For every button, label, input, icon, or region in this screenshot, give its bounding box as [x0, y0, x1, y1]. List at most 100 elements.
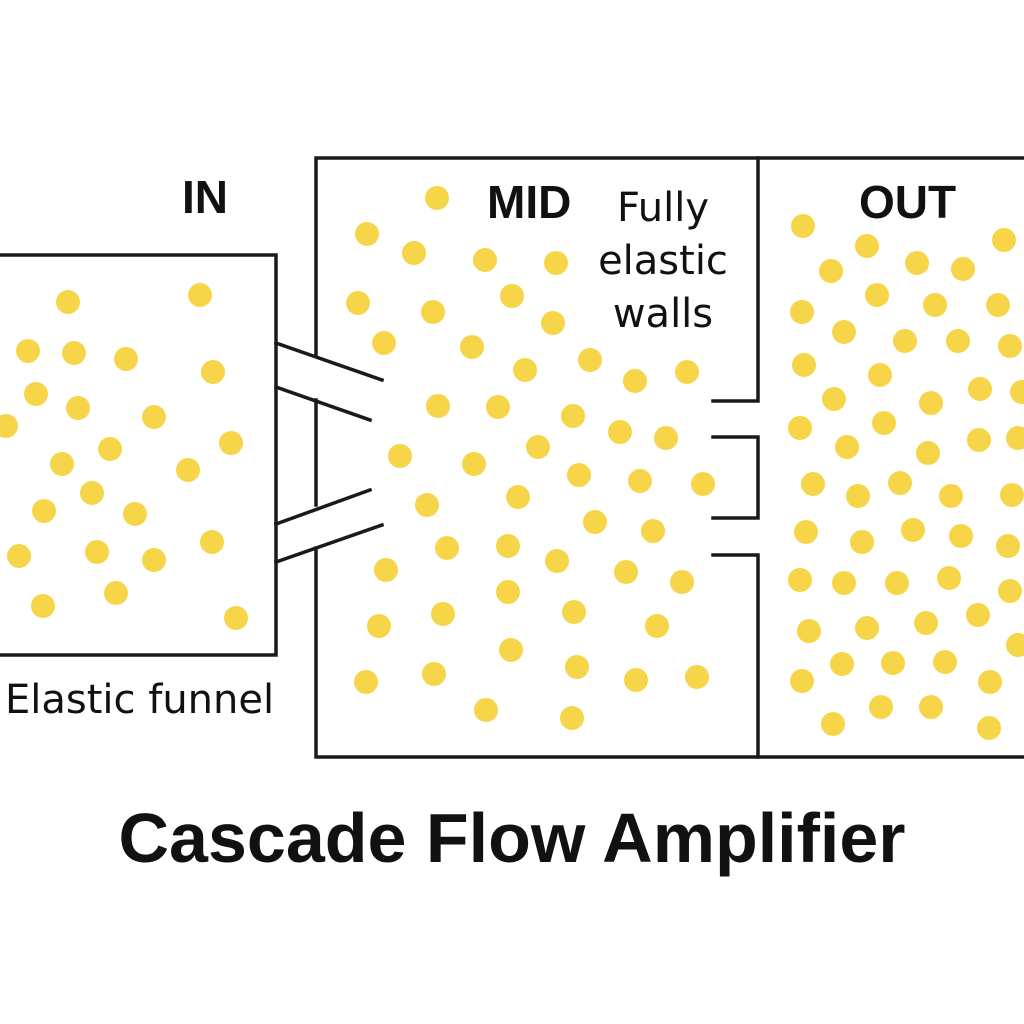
out-particle	[885, 571, 909, 595]
out-particle	[901, 518, 925, 542]
divider-gate	[711, 435, 760, 520]
divider-wall-lower	[711, 553, 760, 759]
mid-chamber-label: MID	[487, 176, 572, 228]
out-particle	[919, 695, 943, 719]
out-particle	[893, 329, 917, 353]
in-particle	[66, 396, 90, 420]
out-particle	[1006, 633, 1024, 657]
out-particle	[846, 484, 870, 508]
out-particle	[855, 616, 879, 640]
out-particle	[888, 471, 912, 495]
mid-particle	[486, 395, 510, 419]
mid-particle	[372, 331, 396, 355]
funnel-wall-lower-inner	[273, 487, 373, 527]
mid-particle	[421, 300, 445, 324]
out-particle	[819, 259, 843, 283]
in-particle	[104, 581, 128, 605]
in-particle	[142, 548, 166, 572]
mid-particle	[426, 394, 450, 418]
out-particle	[977, 716, 1001, 740]
out-particle	[967, 428, 991, 452]
mid-particle	[374, 558, 398, 582]
out-particle	[978, 670, 1002, 694]
in-particle	[201, 360, 225, 384]
mid-particle	[422, 662, 446, 686]
in-particle	[7, 544, 31, 568]
in-particle	[16, 339, 40, 363]
mid-particle	[560, 706, 584, 730]
divider-wall-upper	[711, 156, 760, 403]
mid-particle	[623, 369, 647, 393]
out-particle	[968, 377, 992, 401]
in-particle	[114, 347, 138, 371]
in-particle	[224, 606, 248, 630]
out-particle	[868, 363, 892, 387]
mid-particle	[402, 241, 426, 265]
mid-particle	[641, 519, 665, 543]
in-particle	[123, 502, 147, 526]
in-particle	[176, 458, 200, 482]
in-particle	[188, 283, 212, 307]
mid-particle	[562, 600, 586, 624]
out-particle	[830, 652, 854, 676]
out-particle	[946, 329, 970, 353]
out-particle	[850, 530, 874, 554]
mid-particle	[499, 638, 523, 662]
mid-particle	[654, 426, 678, 450]
mid-particle	[526, 435, 550, 459]
funnel-wall-lower-outer	[273, 522, 385, 565]
mid-particle	[346, 291, 370, 315]
out-particle	[998, 579, 1022, 603]
out-particle	[797, 619, 821, 643]
diagram-title: Cascade Flow Amplifier	[118, 799, 906, 877]
out-particle	[951, 257, 975, 281]
mid-particle	[473, 248, 497, 272]
mid-particle	[355, 222, 379, 246]
out-particle	[788, 416, 812, 440]
mid-particle	[496, 534, 520, 558]
mid-particle	[506, 485, 530, 509]
out-particle	[923, 293, 947, 317]
in-particle	[50, 452, 74, 476]
in-particle	[85, 540, 109, 564]
mid-particle	[578, 348, 602, 372]
in-particle	[0, 414, 18, 438]
mid-chamber-wall	[314, 156, 1024, 357]
out-particle	[939, 484, 963, 508]
out-particle	[949, 524, 973, 548]
mid-particle	[474, 698, 498, 722]
mid-chamber-wall-bottom	[314, 546, 1024, 759]
in-particle	[200, 530, 224, 554]
out-chamber-label: OUT	[859, 176, 957, 228]
mid-particle	[513, 358, 537, 382]
mid-particle	[624, 668, 648, 692]
out-particle	[832, 571, 856, 595]
in-particle	[31, 594, 55, 618]
mid-particle	[691, 472, 715, 496]
mid-particle	[496, 580, 520, 604]
in-particle	[80, 481, 104, 505]
mid-particle	[614, 560, 638, 584]
out-particle	[916, 441, 940, 465]
out-particle	[966, 603, 990, 627]
mid-particle	[544, 251, 568, 275]
funnel-wall-upper-outer	[273, 340, 385, 383]
mid-particle	[670, 570, 694, 594]
mid-particle	[675, 360, 699, 384]
funnel-annotation: Elastic funnel	[5, 677, 275, 723]
out-particle	[881, 651, 905, 675]
mid-particle	[685, 665, 709, 689]
in-particle	[24, 382, 48, 406]
out-particle	[832, 320, 856, 344]
in-particle	[142, 405, 166, 429]
mid-particle	[435, 536, 459, 560]
mid-particle	[608, 420, 632, 444]
in-chamber-wall	[0, 253, 278, 657]
walls-annotation-line: elastic	[598, 238, 728, 284]
out-particle	[937, 566, 961, 590]
out-particle	[791, 214, 815, 238]
walls-annotation: Fully elastic walls	[591, 182, 735, 341]
in-particle	[32, 499, 56, 523]
mid-particle	[541, 311, 565, 335]
